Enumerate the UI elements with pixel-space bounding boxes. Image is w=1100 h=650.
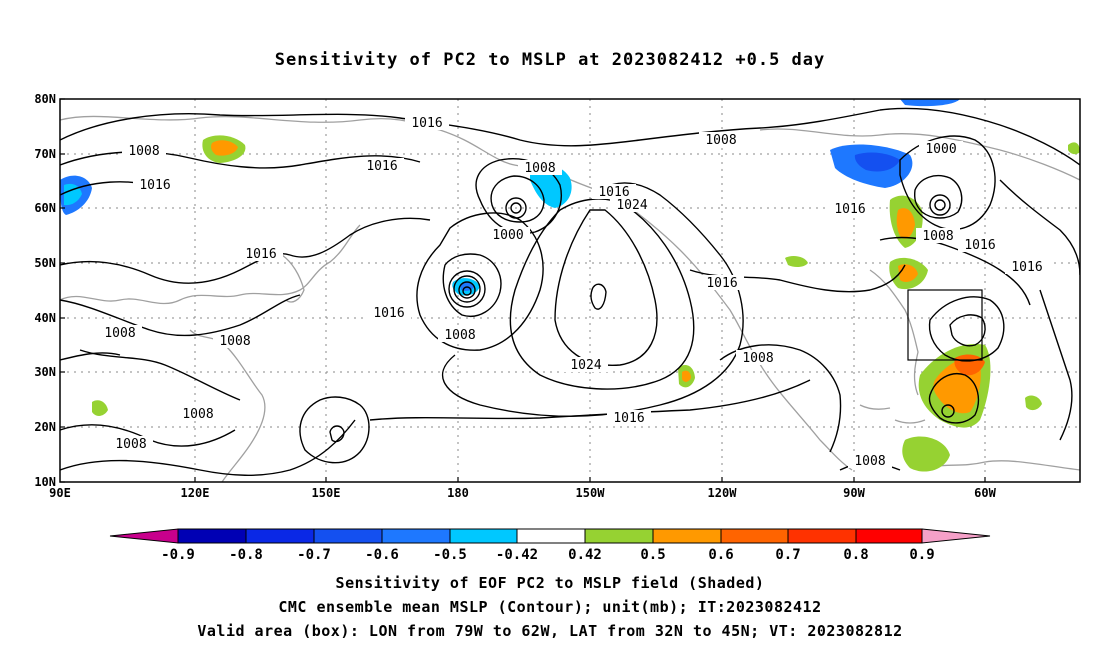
colorbar-segment [313,528,383,544]
lat-tick-label: 40N [34,311,56,325]
shade-positive-india [92,400,108,416]
shade-negative-hudson-core [854,152,900,172]
lon-tick-label: 150W [576,486,606,500]
lon-tick-label: 90E [49,486,71,500]
lon-tick-label: 60W [974,486,996,500]
colorbar-segment [787,528,857,544]
contour-label: 1016 [366,159,397,174]
colorbar-segment [449,528,518,544]
contour-label: 1008 [854,454,885,469]
colorbar-label: 0.7 [775,547,800,563]
colorbar-segment [177,528,247,544]
colorbar-label: 0.9 [909,547,934,563]
sensitivity-shading [60,99,1080,472]
shade-positive-west-siberia-core [211,140,238,156]
colorbar-segment [516,528,586,544]
colorbar-low-end [109,528,179,544]
shade-positive-eastern-pacific-core [682,370,691,382]
contour-label: 1000 [925,142,956,157]
colorbar-high-end [921,528,991,544]
contour-label: 1016 [373,306,404,321]
colorbar-segment [652,528,722,544]
shade-positive-far-east [1025,395,1042,411]
contour-label: 1008 [705,133,736,148]
caption-line-1: Sensitivity of EOF PC2 to MSLP field (Sh… [335,574,765,592]
colorbar-labels: -0.9 -0.8 -0.7 -0.6 -0.5 -0.42 0.42 0.5 … [161,547,935,563]
map-frame [59,98,1081,483]
colorbar-segment [381,528,451,544]
contour-label: 1016 [411,116,442,131]
map-panel: 1016 1008 1016 1008 1016 1016 1000 1016 … [34,92,1081,500]
contour-label: 1016 [1011,260,1042,275]
colorbar-label: 0.6 [708,547,733,563]
contour-label: 1024 [570,358,601,373]
shade-negative-west-edge-core [64,183,82,206]
valid-area-box [907,289,983,361]
latitude-labels: 80N 70N 60N 50N 40N 30N 20N 10N [34,92,56,489]
contour-label: 1016 [964,238,995,253]
lat-tick-label: 80N [34,92,56,106]
contour-label: 1016 [598,185,629,200]
contour-label: 1016 [834,202,865,217]
colorbar-label: 0.42 [568,547,602,563]
contour-label: 1008 [742,351,773,366]
colorbar-label: 0.5 [640,547,665,563]
contour-label: 1008 [115,437,146,452]
contour-label: 1016 [245,247,276,262]
contour-label: 1016 [706,276,737,291]
colorbar-label: -0.9 [161,547,195,563]
lat-tick-label: 20N [34,420,56,434]
lat-tick-label: 50N [34,256,56,270]
lon-tick-label: 120E [181,486,210,500]
colorbar-label: -0.6 [365,547,399,563]
caption-line-3: Valid area (box): LON from 79W to 62W, L… [197,622,903,640]
lat-tick-label: 10N [34,475,56,489]
colorbar-segment [584,528,654,544]
colorbar-label: -0.7 [297,547,331,563]
shade-negative-arctic-top [900,99,960,107]
lon-tick-label: 150E [312,486,341,500]
shade-positive-arctic-east [1068,142,1080,155]
shade-positive-labrador-core [896,208,915,239]
colorbar-label: -0.42 [496,547,538,563]
lon-tick-label: 180 [447,486,469,500]
contour-label: 1008 [524,161,555,176]
contour-labels: 1016 1008 1016 1008 1016 1016 1000 1016 … [98,115,1049,469]
colorbar-label: -0.8 [229,547,263,563]
contour-label: 1008 [128,144,159,159]
lat-tick-label: 70N [34,147,56,161]
lat-tick-label: 60N [34,201,56,215]
colorbar-segment [245,528,315,544]
axis-tick-marks [60,98,986,483]
caption-line-2: CMC ensemble mean MSLP (Contour); unit(m… [278,598,822,616]
contour-label: 1008 [922,229,953,244]
colorbar-label: 0.8 [843,547,868,563]
shade-positive-rockies [785,255,808,268]
lon-tick-label: 90W [843,486,865,500]
contour-label: 1024 [616,198,647,213]
contour-label: 1008 [182,407,213,422]
colorbar [109,528,991,544]
shade-positive-caribbean [902,436,950,472]
colorbar-segment [720,528,789,544]
longitude-labels: 90E 120E 150E 180 150W 120W 90W 60W [49,486,996,500]
colorbar-segment [855,528,923,544]
lat-tick-label: 30N [34,365,56,379]
contour-label: 1008 [444,328,475,343]
contour-label: 1016 [613,411,644,426]
contour-label: 1000 [492,228,523,243]
contour-label: 1008 [219,334,250,349]
contour-label: 1016 [139,178,170,193]
figure-title: Sensitivity of PC2 to MSLP at 2023082412… [274,50,826,70]
lon-tick-label: 120W [708,486,738,500]
contour-label: 1008 [104,326,135,341]
colorbar-label: -0.5 [433,547,467,563]
